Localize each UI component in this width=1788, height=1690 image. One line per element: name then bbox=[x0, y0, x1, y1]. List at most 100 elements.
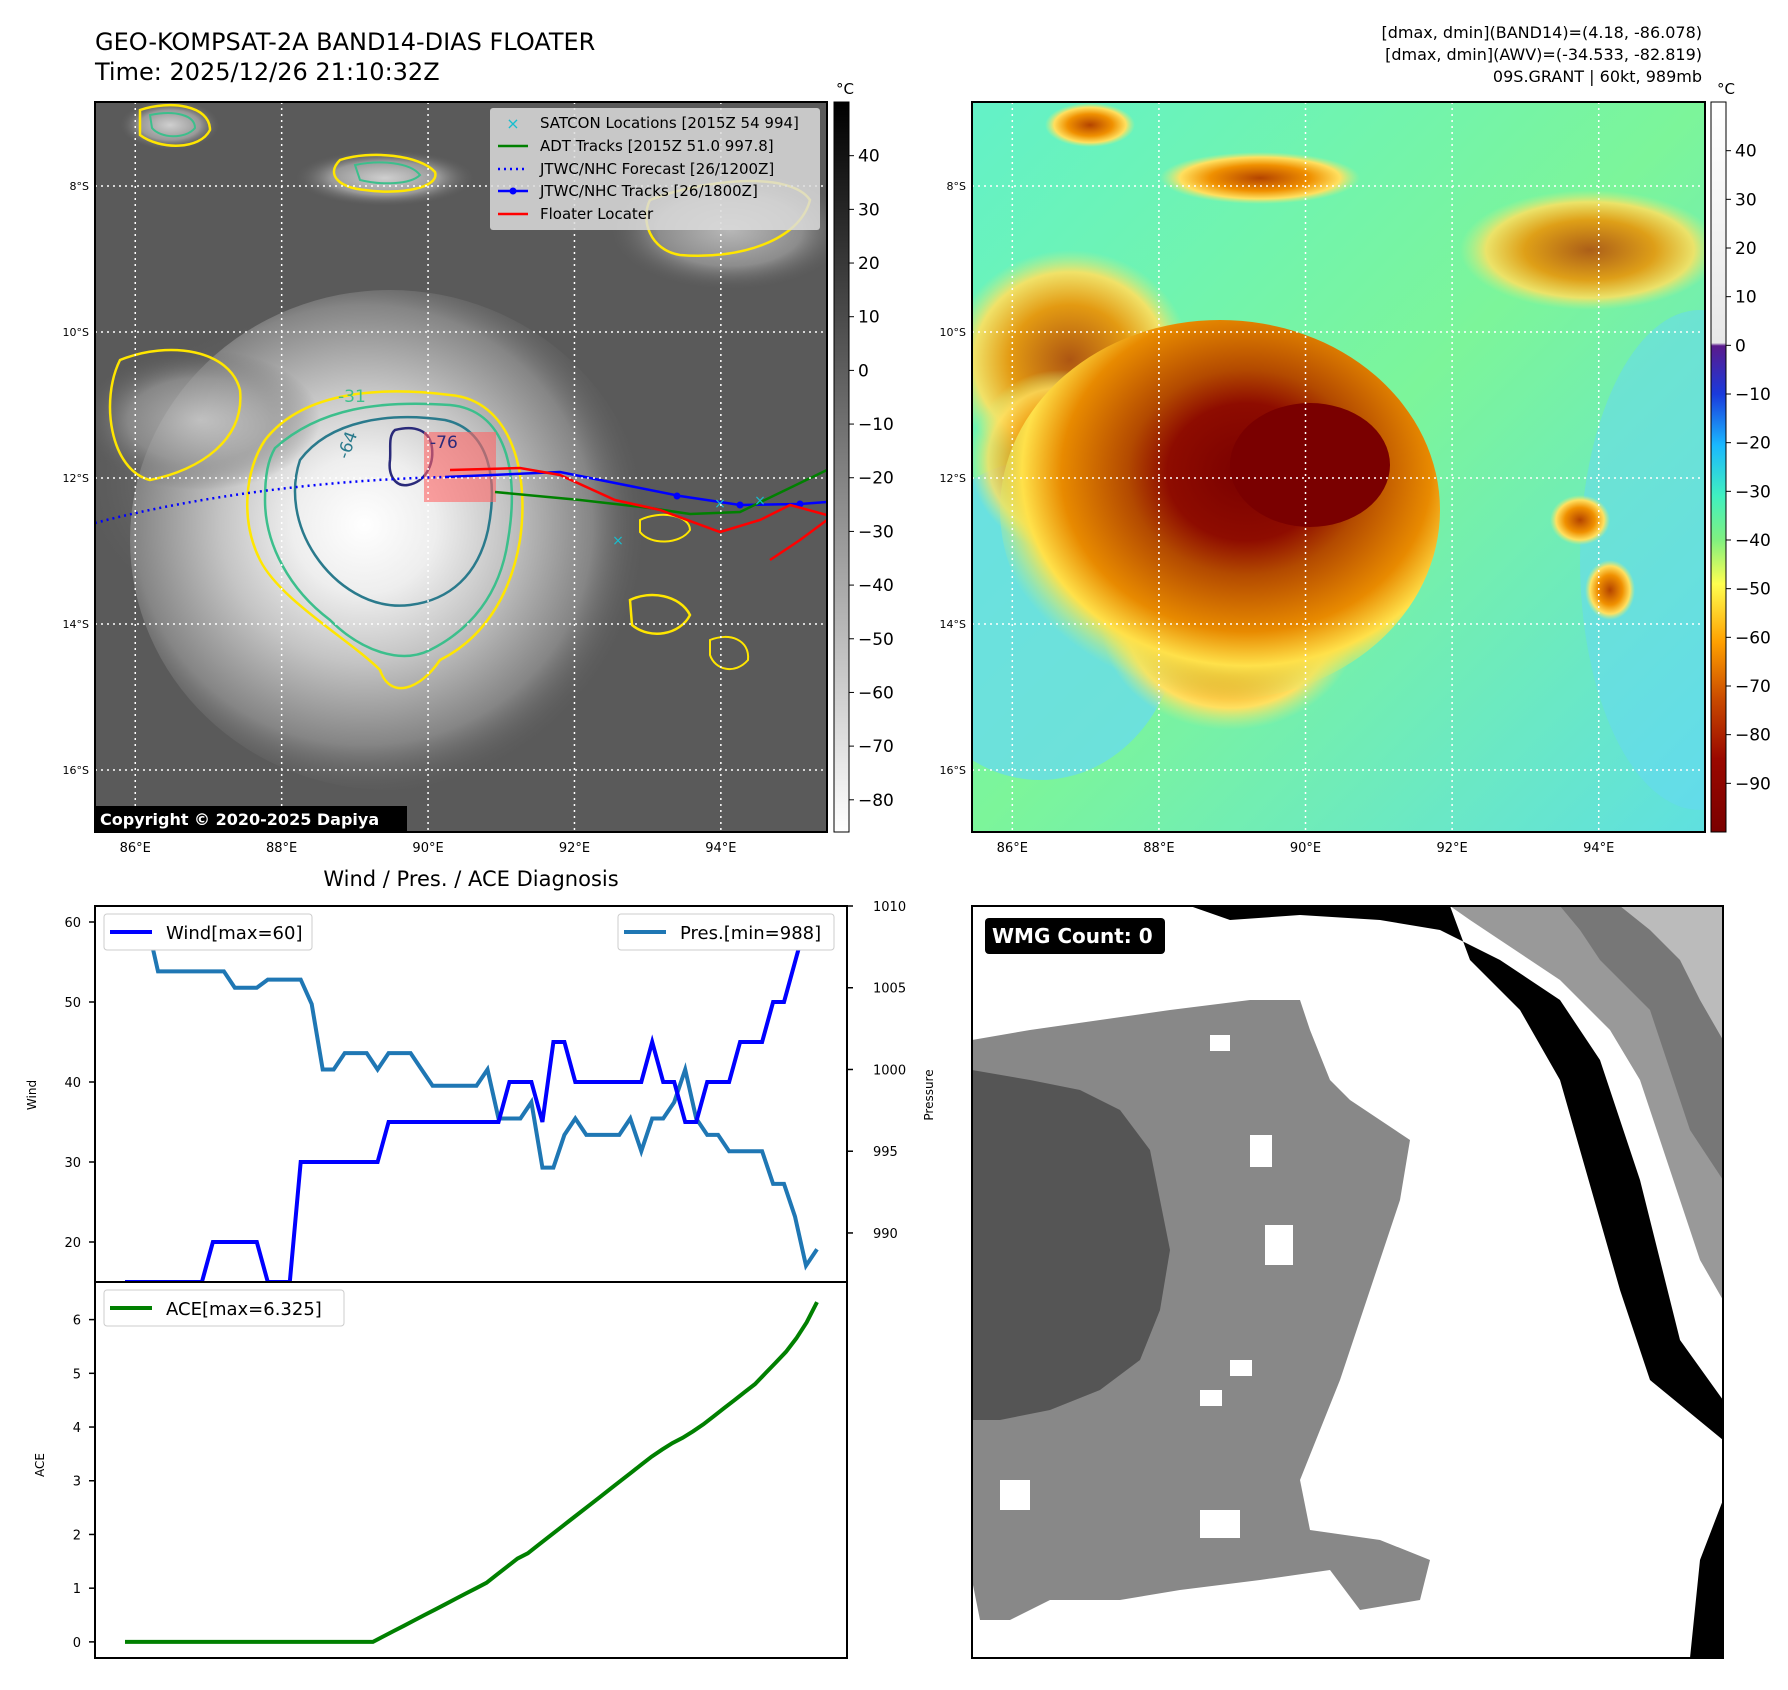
lat-tick-label: 14°S bbox=[940, 618, 966, 631]
y-tick-label: 4 bbox=[73, 1421, 81, 1436]
lat-tick-label: 16°S bbox=[63, 764, 89, 777]
colorbar-tick-label: 40 bbox=[1735, 142, 1757, 162]
lon-tick-label: 92°E bbox=[1436, 841, 1467, 856]
colorbar-tick-label: −40 bbox=[1735, 531, 1771, 551]
ace-line bbox=[125, 1301, 819, 1644]
grid-lines bbox=[972, 102, 1705, 832]
svg-text:×: × bbox=[714, 496, 726, 512]
figure-time: Time: 2025/12/26 21:10:32Z bbox=[94, 58, 440, 86]
contour-label-outer: -31 bbox=[338, 387, 366, 407]
colorbar-tick-label: −40 bbox=[858, 576, 894, 596]
ir-color-panel bbox=[971, 101, 1706, 833]
colorbar-tick-label: −70 bbox=[858, 737, 894, 757]
legend-wind: Wind[max=60] bbox=[166, 923, 303, 944]
colorbar-tick-label: −20 bbox=[858, 469, 894, 489]
legend-satcon: SATCON Locations [2015Z 54 994] bbox=[540, 114, 799, 132]
lon-tick-label: 86°E bbox=[120, 841, 151, 856]
colorbar-tick-label: 10 bbox=[1735, 288, 1757, 308]
lat-tick-label: 8°S bbox=[947, 180, 966, 193]
colorbar-tick-label: −20 bbox=[1735, 434, 1771, 454]
lon-tick-label: 90°E bbox=[412, 841, 443, 856]
y-tick-label-right: 1010 bbox=[873, 900, 906, 915]
map-ticks: 86°E 88°E 90°E 92°E 94°E 8°S 10°S 12°S 14°S 16°S 8… bbox=[63, 180, 1615, 856]
colorbar-tick-label: −30 bbox=[1735, 482, 1771, 502]
colorbar-tick-label: 30 bbox=[1735, 190, 1757, 210]
svg-text:×: × bbox=[754, 493, 766, 509]
colorbar-tick-label: −60 bbox=[858, 683, 894, 703]
map-legend: × SATCON Locations [2015Z 54 994] ADT Tr… bbox=[490, 108, 820, 230]
lat-tick-label: 14°S bbox=[63, 618, 89, 631]
colorbar-tick-label: 20 bbox=[1735, 239, 1757, 259]
y-tick-label: 5 bbox=[73, 1367, 81, 1382]
legend-floater: Floater Locater bbox=[540, 205, 654, 223]
colorbar-gray-unit: °C bbox=[836, 80, 854, 98]
legend-jtwc-tracks: JTWC/NHC Tracks [26/1800Z] bbox=[539, 182, 758, 200]
colorbar-tick-label: −70 bbox=[1735, 677, 1771, 697]
y-tick-label: 60 bbox=[64, 916, 81, 931]
y-tick-label: 50 bbox=[64, 996, 81, 1011]
legend-pressure: Pres.[min=988] bbox=[680, 923, 821, 944]
lon-tick-label: 88°E bbox=[266, 841, 297, 856]
legend-adt: ADT Tracks [2015Z 51.0 997.8] bbox=[540, 137, 774, 155]
y-tick-label: 40 bbox=[64, 1076, 81, 1091]
wind-axis-label: Wind bbox=[25, 1080, 39, 1110]
lon-tick-label: 94°E bbox=[705, 841, 736, 856]
colorbar-tick-label: 30 bbox=[858, 200, 880, 220]
colorbar-tick-label: −50 bbox=[1735, 580, 1771, 600]
colorbar-tick-label: −60 bbox=[1735, 628, 1771, 648]
stats-awv: [dmax, dmin](AWV)=(-34.533, -82.819) bbox=[1385, 45, 1702, 64]
legend-ace: ACE[max=6.325] bbox=[166, 1299, 322, 1320]
y-tick-label: 1 bbox=[73, 1582, 81, 1597]
svg-text:×: × bbox=[506, 114, 519, 133]
y-tick-label-right: 995 bbox=[873, 1145, 898, 1160]
lat-tick-label: 12°S bbox=[63, 472, 89, 485]
stats-storm: 09S.GRANT | 60kt, 989mb bbox=[1493, 67, 1702, 86]
colorbar-tick-label: 20 bbox=[858, 254, 880, 274]
lon-tick-label: 90°E bbox=[1290, 841, 1321, 856]
lat-tick-label: 16°S bbox=[940, 764, 966, 777]
y-tick-label: 0 bbox=[73, 1636, 81, 1651]
wmg-count: WMG Count: 0 bbox=[992, 924, 1153, 948]
legend-forecast: JTWC/NHC Forecast [26/1200Z] bbox=[539, 160, 774, 178]
wind-pressure-chart: 20 30 40 50 60 990 995 1000 1005 1010 Wind Pressu… bbox=[25, 900, 936, 1284]
colorbar-tick-label: −80 bbox=[858, 791, 894, 811]
colorbar-tick-label: −90 bbox=[1735, 774, 1771, 794]
lon-tick-label: 86°E bbox=[997, 841, 1028, 856]
copyright: Copyright © 2020-2025 Dapiya bbox=[100, 810, 379, 829]
lat-tick-label: 10°S bbox=[63, 326, 89, 339]
colorbar-color-unit: °C bbox=[1717, 80, 1735, 98]
lon-tick-label: 88°E bbox=[1143, 841, 1174, 856]
colorbar-tick-label: 0 bbox=[858, 361, 869, 381]
stats-band14: [dmax, dmin](BAND14)=(4.18, -86.078) bbox=[1382, 23, 1703, 42]
y-tick-label: 3 bbox=[73, 1475, 81, 1490]
lon-tick-label: 92°E bbox=[559, 841, 590, 856]
colorbar-tick-label: −30 bbox=[858, 522, 894, 542]
diagnosis-title: Wind / Pres. / ACE Diagnosis bbox=[323, 867, 618, 891]
y-tick-label: 30 bbox=[64, 1156, 81, 1171]
colorbar-tick-label: 10 bbox=[858, 308, 880, 328]
colorbar-tick-label: −80 bbox=[1735, 726, 1771, 746]
colorbar-color: °C 40 30 20 10 0 −10 −20 −30 −40 −50 −60 −70 −80 −90 bbox=[1710, 80, 1771, 833]
lat-tick-label: 8°S bbox=[70, 180, 89, 193]
pressure-line bbox=[125, 920, 819, 1271]
figure-title: GEO-KOMPSAT-2A BAND14-DIAS FLOATER bbox=[95, 28, 595, 56]
contour-label-core: -76 bbox=[430, 433, 458, 453]
lat-tick-label: 12°S bbox=[940, 472, 966, 485]
colorbar-gray: °C 40 30 20 10 0 −10 −20 −30 −40 −50 −60 −70 −80 bbox=[833, 80, 894, 833]
colorbar-tick-label: −10 bbox=[858, 415, 894, 435]
ace-chart: 0 1 2 3 4 5 6 ACE ACE[max=6.325] bbox=[33, 1281, 848, 1659]
y-tick-label-right: 1005 bbox=[873, 982, 906, 997]
y-tick-label-right: 990 bbox=[873, 1227, 898, 1242]
y-tick-label: 6 bbox=[73, 1314, 81, 1329]
svg-text:×: × bbox=[612, 533, 624, 549]
y-tick-label: 2 bbox=[73, 1528, 81, 1543]
colorbar-tick-label: 40 bbox=[858, 147, 880, 167]
ir-gray-panel: × × × -31 -64 -76 × SATCON Locations [20… bbox=[94, 101, 828, 833]
wind-line bbox=[125, 920, 817, 1284]
lat-tick-label: 10°S bbox=[940, 326, 966, 339]
colorbar-tick-label: 0 bbox=[1735, 336, 1746, 356]
ace-axis-label: ACE bbox=[33, 1453, 47, 1477]
colorbar-tick-label: −10 bbox=[1735, 385, 1771, 405]
colorbar-tick-label: −50 bbox=[858, 630, 894, 650]
